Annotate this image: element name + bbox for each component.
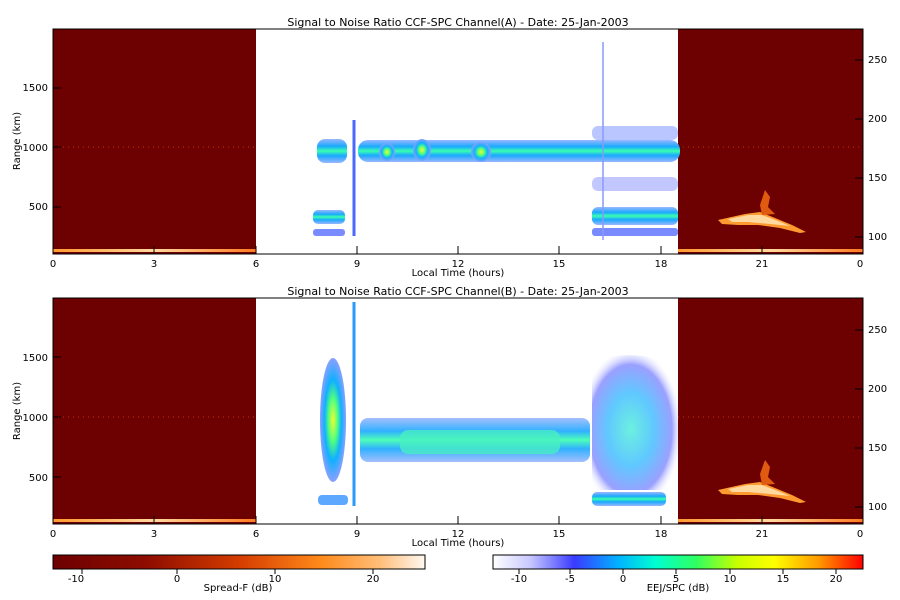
panel-b-y-ticks: 500 1000 1500 xyxy=(23,353,61,484)
panel-a-y2-tick-label-250: 250 xyxy=(868,55,887,66)
colorbar-spread-f-label: Spread-F (dB) xyxy=(204,583,273,594)
panel-a-x-tick-label-12: 12 xyxy=(452,259,465,270)
panel-a-xlabel: Local Time (hours) xyxy=(412,268,505,279)
panel-a: Signal to Noise Ratio CCF-SPC Channel(A)… xyxy=(12,16,887,279)
colorbar-eej-spc: -10 -5 0 5 10 15 20 EEJ/SPC (dB) xyxy=(492,554,864,594)
panel-a-echo-1000km-main xyxy=(358,140,680,162)
panel-b-y2-tick-label-150: 150 xyxy=(868,443,887,454)
panel-b-echo-evening-plume xyxy=(592,355,678,490)
panel-a-x-tick-label-9: 9 xyxy=(354,259,360,270)
panel-b-y-tick-label-500: 500 xyxy=(29,473,48,484)
panel-a-ylabel: Range (km) xyxy=(12,112,23,170)
colorbar-eej-spc-tick-label-0: 0 xyxy=(620,574,626,585)
colorbar-spread-f-tick-label-minus10: -10 xyxy=(68,574,84,585)
panel-a-x-tick-label-0: 0 xyxy=(50,259,56,270)
panel-b-ylabel: Range (km) xyxy=(12,382,23,440)
panel-b-y-tick-label-1500: 1500 xyxy=(23,353,48,364)
panel-b-spreadf-plume-top xyxy=(760,460,775,485)
panel-a-base-strip-right xyxy=(678,249,863,252)
colorbar-eej-spc-tick-label-10: 10 xyxy=(724,574,737,585)
colorbar-eej-spc-tick-label-minus5: -5 xyxy=(565,574,575,585)
panel-a-x-ticks: 0 3 6 9 12 15 18 21 0 xyxy=(50,246,863,270)
panel-b-x-tick-label-18: 18 xyxy=(655,529,668,540)
panel-a-y-tick-label-500: 500 xyxy=(29,202,48,213)
panel-a-x-tick-label-21: 21 xyxy=(756,259,769,270)
panel-a-y2-tick-label-200: 200 xyxy=(868,114,887,125)
panel-a-y-tick-label-1500: 1500 xyxy=(23,83,48,94)
panel-b-echo-evening-bottom xyxy=(592,492,666,506)
panel-b-title: Signal to Noise Ratio CCF-SPC Channel(B)… xyxy=(287,285,628,298)
panel-a-echo-blob-10h xyxy=(379,143,395,161)
colorbar-spread-f-gradient xyxy=(52,554,426,570)
colorbar-spread-f-tick-label-20: 20 xyxy=(367,574,380,585)
colorbar-spread-f-tick-label-0: 0 xyxy=(174,574,180,585)
panel-b-y2-tick-label-250: 250 xyxy=(868,325,887,336)
panel-b-spreadf-plume-core xyxy=(728,485,790,496)
panel-a-y2-ticks: 100 150 200 250 xyxy=(855,55,887,243)
panel-b-x-tick-label-3: 3 xyxy=(151,529,157,540)
panel-a-title: Signal to Noise Ratio CCF-SPC Channel(A)… xyxy=(287,16,628,29)
panel-b-echo-morning-column xyxy=(320,358,346,482)
panel-b-y2-tick-label-100: 100 xyxy=(868,502,887,513)
colorbar-eej-spc-tick-label-20: 20 xyxy=(830,574,843,585)
panel-a-echo-mid-evening xyxy=(592,177,678,191)
colorbar-eej-spc-tick-label-15: 15 xyxy=(777,574,790,585)
panel-b-x-ticks: 0 3 6 9 12 15 18 21 0 xyxy=(50,516,863,540)
panel-b-x-tick-label-9: 9 xyxy=(354,529,360,540)
panel-a-y2-tick-label-150: 150 xyxy=(868,173,887,184)
panel-b-y2-tick-label-200: 200 xyxy=(868,384,887,395)
colorbar-spread-f-tick-label-10: 10 xyxy=(269,574,282,585)
panel-a-echo-1000km-early xyxy=(317,139,347,163)
panel-a-echo-low-evening xyxy=(592,207,678,225)
panel-b-y-tick-label-1000: 1000 xyxy=(23,413,48,424)
panel-b-base-strip-right xyxy=(678,519,863,522)
colorbar-eej-spc-tick-label-5: 5 xyxy=(673,574,679,585)
panel-b-xlabel: Local Time (hours) xyxy=(412,538,505,549)
panel-a-spreadf-plume-top xyxy=(760,190,775,215)
colorbar-eej-spc-label: EEJ/SPC (dB) xyxy=(647,583,710,594)
panel-b-spreadf-evening xyxy=(53,298,256,524)
colorbar-spread-f: -10 0 10 20 Spread-F (dB) xyxy=(52,554,426,594)
panel-b-x-tick-label-12: 12 xyxy=(452,529,465,540)
panel-a-echo-upper-evening xyxy=(592,126,678,140)
panel-a-x-tick-label-15: 15 xyxy=(553,259,566,270)
panel-b: Signal to Noise Ratio CCF-SPC Channel(B)… xyxy=(12,285,887,549)
colorbar-eej-spc-tick-label-minus10: -10 xyxy=(511,574,527,585)
panel-a-echo-bottom-morning xyxy=(313,229,345,236)
panel-a-spreadf-evening xyxy=(53,29,256,254)
panel-b-echo-daytime-core xyxy=(400,430,560,454)
panel-a-echo-blob-11h xyxy=(413,139,431,161)
panel-b-x-tick-label-6: 6 xyxy=(253,529,259,540)
panel-a-y2-tick-label-100: 100 xyxy=(868,232,887,243)
colorbar-eej-spc-gradient xyxy=(492,554,864,570)
panel-a-x-tick-label-3: 3 xyxy=(151,259,157,270)
panel-a-y-tick-label-1000: 1000 xyxy=(23,143,48,154)
panel-b-x-tick-label-15: 15 xyxy=(553,529,566,540)
panel-a-echo-bottom-evening xyxy=(592,228,678,236)
panel-b-y2-ticks: 100 150 200 250 xyxy=(855,325,887,513)
panel-b-x-tick-label-24: 0 xyxy=(857,529,863,540)
panel-b-x-tick-label-21: 21 xyxy=(756,529,769,540)
panel-b-echo-morning-bottom xyxy=(318,495,348,505)
panel-a-x-tick-label-24: 0 xyxy=(857,259,863,270)
panel-a-x-tick-label-18: 18 xyxy=(655,259,668,270)
panel-a-echo-low-morning xyxy=(313,210,345,224)
panel-a-echo-blob-13h xyxy=(471,142,491,162)
panel-a-x-tick-label-6: 6 xyxy=(253,259,259,270)
panel-a-y-ticks: 500 1000 1500 xyxy=(23,83,61,213)
panel-a-spreadf-plume-core xyxy=(728,215,790,226)
panel-b-x-tick-label-0: 0 xyxy=(50,529,56,540)
